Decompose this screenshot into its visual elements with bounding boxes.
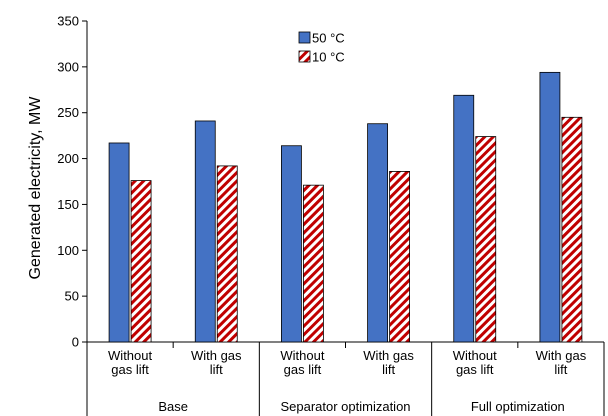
legend-swatch (298, 50, 311, 63)
category-label-line1: Without (453, 348, 497, 363)
y-tick-label: 50 (65, 289, 79, 304)
legend-label: 50 °C (312, 31, 345, 46)
category-label-line2: lift (554, 362, 567, 377)
bar-series-1 (281, 145, 302, 343)
bar-series-1 (108, 142, 130, 343)
bar-series-2 (216, 165, 238, 343)
legend-swatch (298, 31, 311, 44)
bar-series-2 (303, 184, 324, 343)
bar-series-1 (453, 94, 475, 343)
category-label-line2: gas lift (111, 362, 149, 377)
bar-series-1 (539, 71, 561, 343)
bar-series-2 (475, 136, 497, 343)
y-tick-label: 350 (57, 14, 79, 29)
category-label-line1: Without (108, 348, 152, 363)
bar-series-1 (194, 120, 216, 343)
y-tick-label: 0 (72, 335, 79, 350)
y-tick-label: 150 (57, 197, 79, 212)
category-label-line1: With gas (363, 348, 414, 363)
bar-series-1 (367, 123, 388, 343)
category-label-line1: With gas (191, 348, 242, 363)
group-label: Separator optimization (280, 399, 410, 414)
y-axis-label: Generated electricity, MW (27, 96, 44, 280)
group-label: Base (158, 399, 188, 414)
group-label: Full optimization (471, 399, 565, 414)
category-label-line1: With gas (536, 348, 587, 363)
category-label-line2: gas lift (284, 362, 322, 377)
y-tick-label: 200 (57, 151, 79, 166)
bar-series-2 (561, 116, 583, 343)
legend-label: 10 °C (312, 50, 345, 65)
legend: 50 °C 10 °C (298, 31, 345, 65)
category-label-line2: lift (382, 362, 395, 377)
y-tick-label: 100 (57, 243, 79, 258)
bar-series-2 (389, 171, 410, 343)
category-label-line2: gas lift (456, 362, 494, 377)
y-tick-label: 300 (57, 59, 79, 74)
category-label-line2: lift (210, 362, 223, 377)
category-label-line1: Without (280, 348, 324, 363)
bar-series-2 (130, 180, 152, 343)
y-tick-label: 250 (57, 105, 79, 120)
